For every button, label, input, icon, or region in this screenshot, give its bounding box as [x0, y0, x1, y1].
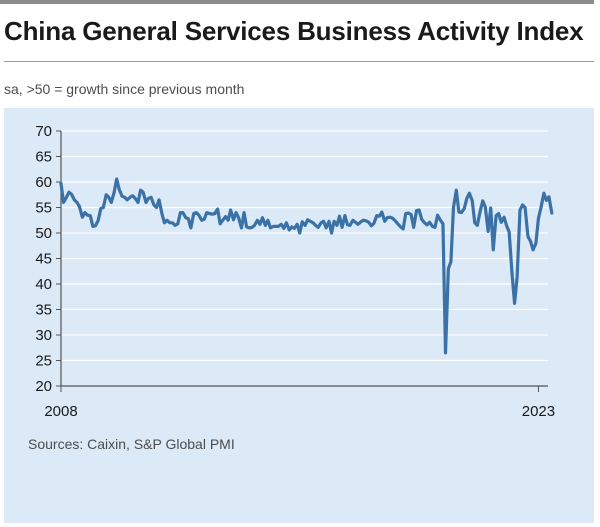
x-axis: 2008 2023 [44, 385, 555, 420]
y-tick-label-25: 25 [35, 353, 52, 370]
y-tick-label-45: 45 [35, 251, 52, 268]
y-tick-label-60: 60 [35, 174, 52, 191]
chart-source: Sources: Caixin, S&P Global PMI [28, 436, 235, 452]
y-tick-label-35: 35 [35, 302, 52, 319]
y-grid [61, 130, 548, 362]
chart-panel [4, 108, 594, 523]
x-tick-label-2023: 2023 [522, 403, 555, 420]
y-tick-label-70: 70 [35, 123, 52, 140]
top-rule [0, 0, 594, 4]
series-layer [59, 177, 554, 355]
y-tick-label-40: 40 [35, 276, 52, 293]
y-tick-label-30: 30 [35, 327, 52, 344]
y-tick-label-20: 20 [35, 378, 52, 395]
y-tick-label-50: 50 [35, 225, 52, 242]
y-axis: 20 25 30 35 40 45 50 55 60 65 70 [35, 123, 62, 395]
chart-title: China General Services Business Activity… [4, 16, 584, 46]
y-tick-label-65: 65 [35, 149, 52, 166]
title-divider [4, 61, 594, 62]
chart-subtitle: sa, >50 = growth since previous month [4, 81, 245, 97]
x-tick-label-2008: 2008 [44, 403, 77, 420]
y-tick-label-55: 55 [35, 200, 52, 217]
series-line-0 [59, 177, 554, 355]
